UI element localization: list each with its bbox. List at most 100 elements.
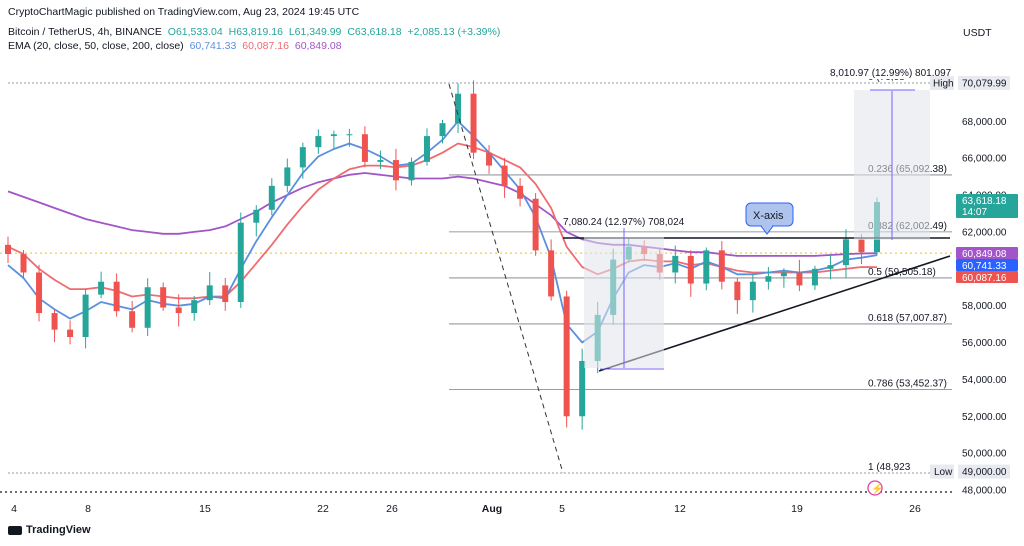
candle-body [423,136,430,162]
candle-body [377,160,384,162]
dashed-fib-anchor-line [448,83,564,474]
price-axis-label: 62,000.00 [962,227,1007,238]
candle-body [51,313,58,330]
ema200-badge [956,247,1018,259]
candle-body [579,360,586,417]
current-price-badge [956,194,1018,218]
candle-body [36,272,43,314]
ema50-value: 60,087.16 [242,40,289,52]
countdown-text: 14:07 [962,207,987,218]
svg-text:⚡: ⚡ [871,482,883,495]
ema-legend[interactable]: EMA (20, close, 50, close, 200, close) 6… [8,40,345,52]
candle-body [796,272,803,286]
current-price-badge-text: 63,618.18 [962,196,1007,207]
candle-body [501,165,508,186]
candle-body [749,281,756,301]
low-tag-bg [930,464,954,479]
candle-body [470,93,477,153]
candle-body [129,311,136,328]
low-tag: Low [934,467,953,478]
measure-label-bg [827,66,955,79]
x-axis-callout[interactable]: X-axis [745,202,794,235]
price-axis-label: 54,000.00 [962,375,1007,386]
candle-body [486,152,493,166]
candle-body [672,255,679,273]
candle-body [703,250,710,284]
candle-body [780,272,787,277]
price-axis-label: 48,000.00 [962,486,1007,497]
price-axis-label: 70,079.99 [962,79,1007,90]
time-axis-label: 8 [85,503,91,515]
candle-body [408,161,415,181]
candle-body [827,265,834,269]
candle-body [563,296,570,417]
tv-logo-icon [8,525,22,535]
time-axis-label: 22 [317,503,329,515]
symbol-title[interactable]: Bitcoin / TetherUS, 4h, BINANCE [8,26,162,38]
time-axis-label: 12 [674,503,686,515]
candle-body [361,134,368,162]
high-tag: High [933,79,954,90]
ohlc-close: C63,618.18 [347,26,402,38]
time-axis-label: 26 [386,503,398,515]
time-axis-label: 19 [791,503,803,515]
price-axis-label: 66,000.00 [962,154,1007,165]
candle-body [253,209,260,223]
candle-body [144,287,151,328]
ema50-line [7,142,878,300]
ema200-value: 60,849.08 [294,40,342,52]
candle-body [268,185,275,210]
ohlc-low: L61,349.99 [288,26,342,38]
ohlc-change: +2,085.13 (+3.39%) [407,26,501,38]
ema200-line [7,172,878,257]
candle-body [439,123,446,137]
candle-body [718,250,725,282]
price-axis-label: 49,000.00 [962,467,1007,478]
tv-brand-name: TradingView [26,524,91,536]
ema-legend-label: EMA (20, close, 50, close, 200, close) [8,40,184,52]
candle-body [346,134,353,136]
tradingview-logo: TradingView [8,524,91,536]
ema20-value: 60,741.33 [189,40,237,52]
symbol-ohlc-line: Bitcoin / TetherUS, 4h, BINANCE O61,533.… [8,26,503,38]
candle-body [315,136,322,148]
price-axis-label: 58,000.00 [962,301,1007,312]
candle-body [284,167,291,186]
candle-body [455,93,462,124]
ema50-badge-text: 60,087.16 [962,273,1007,284]
candle-body [20,254,27,273]
candle-body [113,281,120,312]
candle-body [548,250,555,297]
candle-body [98,281,105,295]
time-axis[interactable]: 4 8 15 22 26 Aug 5 12 19 26 [11,503,921,515]
fib-level-label: 0.618 (57,007.87) [868,313,947,324]
candle-body [191,300,198,314]
alert-icon[interactable]: ⚡ [867,480,883,496]
measure-label-top: 8,010.97 (12.99%) 801,097 [830,68,952,79]
price-axis-label: 52,000.00 [962,412,1007,423]
ohlc-high: H63,819.16 [228,26,283,38]
candle-body [532,198,539,251]
candle-body [842,239,849,266]
price-axis-label: 50,000.00 [962,449,1007,460]
candle-body [330,134,337,137]
ema200-badge-text: 60,849.08 [962,249,1007,260]
high-tag-bg [930,76,954,91]
drawings[interactable]: 8,010.97 (12.99%) 801,097 7,080.24 (12.9… [448,66,955,496]
candle-body [237,222,244,302]
currency-label[interactable]: USDT [963,27,992,39]
ohlc-open: O61,533.04 [167,26,223,38]
time-axis-label: 15 [199,503,211,515]
candle-body [206,285,213,301]
price-axis-label: 56,000.00 [962,338,1007,349]
fib-level-label: 0.786 (53,452.37) [868,378,947,389]
candle-body [222,285,229,302]
candle-body [160,287,167,308]
time-axis-label: 4 [11,503,17,515]
candle-body [687,255,694,284]
fib-level-label: 1 (48,923 [868,462,911,473]
ema20-badge [956,259,1018,271]
candle-body [517,185,524,199]
